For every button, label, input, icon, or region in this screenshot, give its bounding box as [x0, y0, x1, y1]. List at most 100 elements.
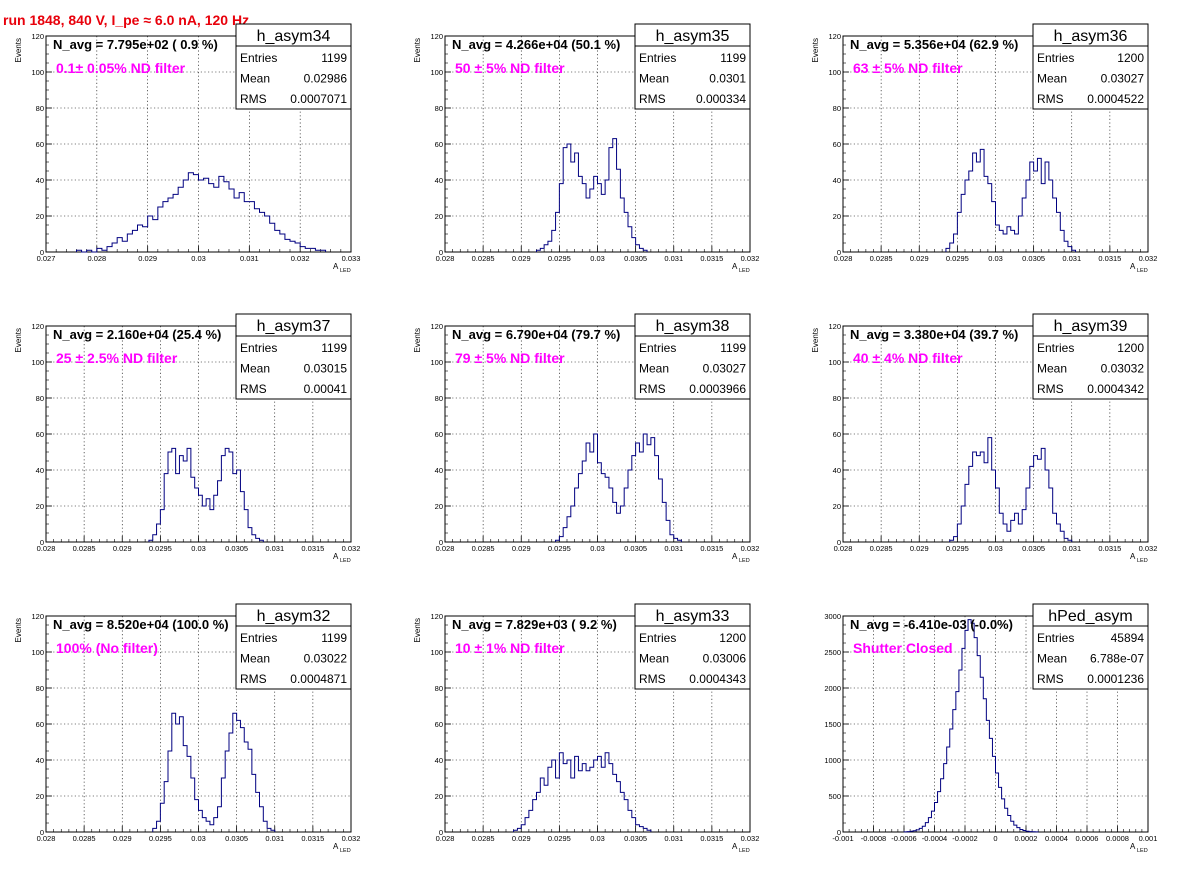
stat-value: 1199	[720, 51, 746, 65]
x-tick-label: 0.033	[342, 254, 361, 263]
stat-value: 1199	[321, 631, 347, 645]
x-axis-subscript: LED	[739, 558, 750, 564]
y-tick-label: 120	[31, 32, 44, 41]
x-tick-label: 0.03	[590, 834, 605, 843]
stat-value: 1200	[719, 631, 746, 645]
y-tick-label: 100	[31, 648, 44, 657]
navg-label: N_avg = 3.380e+04 (39.7 %)	[850, 327, 1018, 342]
filter-label: 100% (No filter)	[56, 640, 158, 656]
stat-label: Entries	[639, 51, 676, 65]
x-tick-label: 0.031	[664, 254, 683, 263]
histogram-panel-h_asym38: 0.028 0.0285 0.029 0.0295 0.03 0.0305 0.031 0.0…	[413, 313, 759, 564]
x-tick-label: 0.0305	[1022, 254, 1045, 263]
y-tick-label: 0	[40, 248, 44, 257]
y-tick-label: 120	[31, 322, 44, 331]
x-tick-label: 0.0315	[1098, 544, 1121, 553]
x-axis-subscript: LED	[1137, 558, 1148, 564]
x-axis-subscript: LED	[1137, 268, 1148, 274]
histogram-series-h_asym34	[76, 172, 327, 253]
stat-value: 0.03027	[1101, 72, 1145, 86]
stat-label: RMS	[1037, 92, 1064, 106]
x-axis-title: A	[1130, 262, 1136, 271]
stats-box	[1032, 313, 1149, 400]
x-tick-label: 0.0305	[225, 834, 248, 843]
x-tick-label: 0	[993, 834, 997, 843]
x-tick-label: 0.0285	[870, 254, 893, 263]
x-tick-label: 0.0315	[700, 544, 723, 553]
x-tick-label: 0.0295	[149, 834, 172, 843]
stat-label: Mean	[1037, 362, 1067, 376]
stat-value: 0.0003966	[689, 382, 746, 396]
stat-label: Mean	[1037, 72, 1067, 86]
y-tick-label: 20	[36, 792, 44, 801]
y-tick-label: 20	[833, 502, 841, 511]
stat-label: RMS	[639, 92, 666, 106]
x-tick-label: 0.031	[664, 834, 683, 843]
x-tick-label: 0.0002	[1015, 834, 1038, 843]
x-tick-label: 0.0305	[225, 544, 248, 553]
stat-value: 0.03032	[1101, 362, 1145, 376]
stats-box	[634, 603, 751, 690]
histogram-name: h_asym32	[257, 608, 331, 625]
x-tick-label: 0.031	[265, 834, 284, 843]
y-tick-label: 120	[31, 612, 44, 621]
x-tick-label: 0.029	[138, 254, 157, 263]
x-tick-label: 0.0305	[1022, 544, 1045, 553]
y-tick-label: 20	[36, 212, 44, 221]
x-tick-label: 0.032	[291, 254, 310, 263]
navg-label: N_avg = 2.160e+04 (25.4 %)	[53, 327, 221, 342]
x-tick-label: 0.0285	[870, 544, 893, 553]
filter-label: 50 ± 5% ND filter	[455, 60, 565, 76]
y-tick-label: 60	[435, 720, 443, 729]
stat-label: Entries	[639, 631, 676, 645]
stat-value: 1200	[1117, 341, 1144, 355]
stats-box	[634, 313, 751, 400]
y-tick-label: 20	[435, 502, 443, 511]
x-tick-label: 0.028	[37, 834, 56, 843]
x-tick-label: 0.028	[436, 834, 455, 843]
x-tick-label: 0.03	[191, 544, 206, 553]
y-tick-label: 1500	[824, 720, 841, 729]
y-tick-label: 120	[430, 32, 443, 41]
filter-label: 40 ± 4% ND filter	[853, 350, 963, 366]
y-axis-title: Events	[413, 618, 422, 642]
x-tick-label: 0.0295	[946, 254, 969, 263]
histogram-name: h_asym36	[1054, 28, 1128, 45]
stat-label: RMS	[639, 382, 666, 396]
y-tick-label: 40	[435, 176, 443, 185]
x-tick-label: 0.028	[37, 544, 56, 553]
stat-value: 1199	[321, 51, 347, 65]
filter-label: Shutter Closed	[853, 640, 953, 656]
filter-label: 63 ± 5% ND filter	[853, 60, 963, 76]
x-tick-label: 0.0305	[624, 254, 647, 263]
histogram-panel-h_asym32: 0.028 0.0285 0.029 0.0295 0.03 0.0305 0.031 0.0…	[14, 603, 360, 854]
stats-box	[235, 603, 352, 690]
histogram-series-h_asym39	[949, 437, 1073, 542]
x-tick-label: 0.029	[113, 544, 132, 553]
x-tick-label: 0.029	[113, 834, 132, 843]
y-tick-label: 60	[833, 140, 841, 149]
x-tick-label: 0.029	[910, 254, 929, 263]
x-tick-label: 0.032	[741, 834, 760, 843]
stat-label: Entries	[240, 51, 277, 65]
stat-value: 0.03015	[304, 362, 348, 376]
stat-value: 0.00041	[304, 382, 348, 396]
histogram-series-h_asym33	[513, 752, 652, 832]
stat-label: Entries	[1037, 631, 1074, 645]
run-title: run 1848, 840 V, I_pe ≈ 6.0 nA, 120 Hz	[3, 12, 249, 28]
x-axis-title: A	[333, 552, 339, 561]
y-tick-label: 60	[36, 140, 44, 149]
x-tick-label: 0.031	[1062, 544, 1081, 553]
y-tick-label: 0	[439, 248, 443, 257]
y-tick-label: 0	[837, 538, 841, 547]
stats-box	[1032, 23, 1149, 110]
x-tick-label: -0.0002	[952, 834, 977, 843]
y-tick-label: 60	[36, 430, 44, 439]
y-tick-label: 60	[36, 720, 44, 729]
stat-label: RMS	[240, 382, 267, 396]
x-tick-label: 0.0295	[548, 254, 571, 263]
y-axis-title: Events	[413, 328, 422, 352]
x-tick-label: 0.0285	[472, 834, 495, 843]
x-axis-subscript: LED	[340, 268, 351, 274]
